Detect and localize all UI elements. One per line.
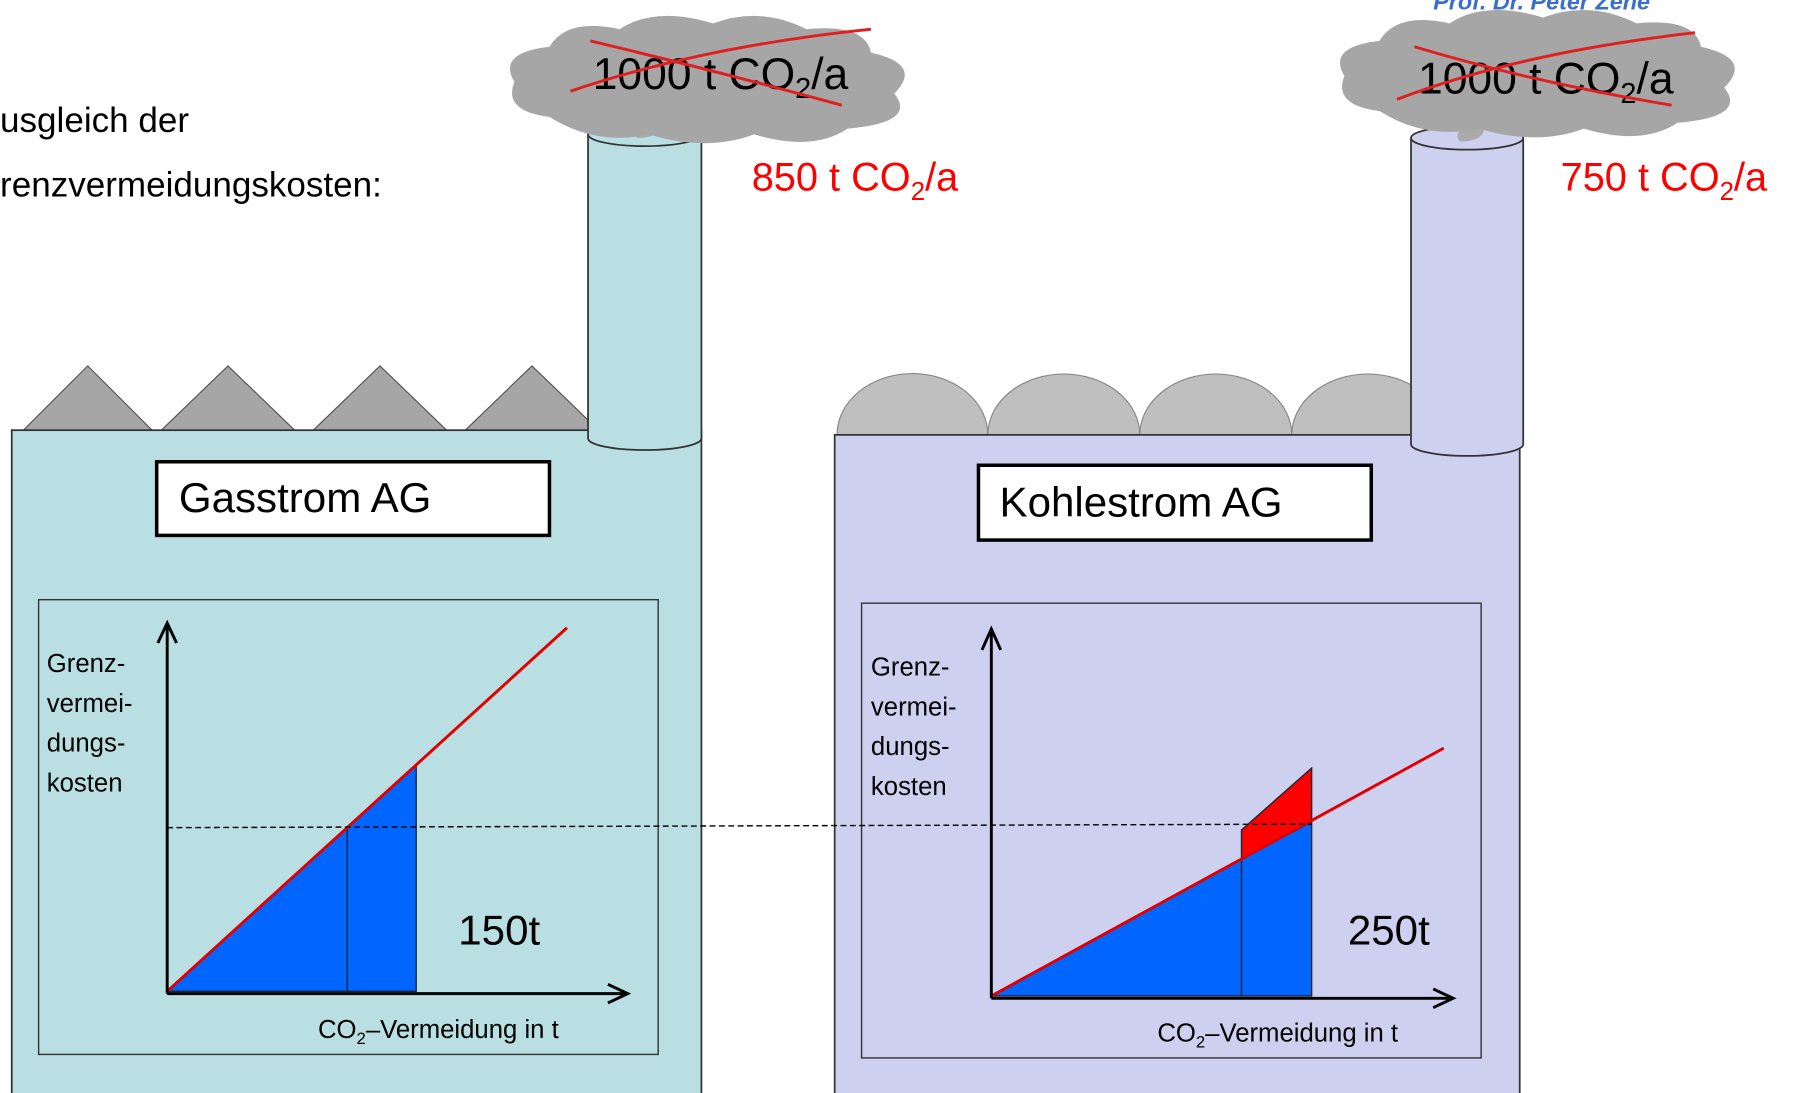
y-label-line: dungs- [47, 730, 126, 758]
new-emission: 850 t CO2/a [752, 156, 959, 206]
cost-curve [166, 626, 568, 993]
roof-dome [836, 373, 989, 436]
chart-frame [860, 602, 1482, 1059]
roof-dome [1139, 373, 1293, 436]
subscript: 2 [1620, 78, 1636, 110]
intro-line: renzvermeidungskosten: [0, 165, 382, 204]
text-part: /a [1734, 156, 1768, 200]
y-label: Grenz- vermei- dungs- kosten [871, 654, 957, 801]
name-box [154, 459, 552, 538]
text-part: 850 t CO [752, 156, 911, 200]
chimney [1410, 137, 1525, 457]
roof-peak [311, 365, 449, 431]
y-label: Grenz- vermei- dungs- kosten [47, 650, 133, 797]
amount: 150t [458, 907, 540, 954]
axes [156, 619, 632, 1005]
y-label-line: vermei- [47, 690, 133, 718]
y-label-line: Grenz- [871, 654, 950, 682]
text-part: CO [318, 1016, 357, 1044]
new-emission: 750 t CO2/a [1561, 156, 1768, 206]
roof-peak [22, 365, 154, 431]
subscript: 2 [357, 1029, 366, 1048]
y-label-line: dungs- [871, 733, 950, 761]
x-label: CO2–Vermeidung in t [1157, 1020, 1398, 1052]
text-part: /a [925, 156, 959, 200]
coal-plant: 1000 t CO2/a 750 t CO2/a Kohlestrom AG G… [833, 10, 1768, 1093]
text-part: CO [1157, 1020, 1196, 1048]
plant-name: Gasstrom AG [179, 474, 432, 521]
roof-peak [159, 365, 297, 431]
intro-line: usgleich der [0, 101, 189, 140]
gas-plant: 1000 t CO2/a 850 t CO2/a Gasstrom AG Gre… [10, 15, 959, 1093]
text-part: 750 t CO [1561, 156, 1720, 200]
text-part: –Vermeidung in t [1205, 1020, 1398, 1048]
name-box [976, 463, 1374, 542]
author: Prof. Dr. Peter Zene [1433, 0, 1650, 14]
equal-cost-line [167, 823, 1312, 829]
y-label-line: kosten [871, 773, 947, 801]
subscript: 2 [1720, 178, 1734, 206]
subscript: 2 [795, 73, 811, 105]
text-part: /a [1636, 55, 1673, 104]
roof [22, 365, 601, 431]
chart-frame [37, 598, 659, 1056]
roof-dome [987, 373, 1141, 436]
plant-name: Kohlestrom AG [1000, 479, 1283, 526]
subscript: 2 [911, 178, 925, 206]
strike [570, 27, 872, 107]
y-label-line: kosten [47, 769, 123, 797]
roof [836, 373, 1445, 436]
axes [980, 625, 1457, 1009]
x-label: CO2–Vermeidung in t [318, 1016, 559, 1048]
cloud [510, 15, 905, 144]
roof-peak [463, 365, 601, 431]
cost-curve [990, 746, 1445, 998]
amount: 250t [1348, 907, 1430, 954]
chimney [587, 134, 703, 451]
y-label-line: Grenz- [47, 650, 126, 678]
text-part: /a [811, 50, 848, 99]
subscript: 2 [1196, 1032, 1205, 1051]
y-label-line: vermei- [871, 693, 957, 721]
text-part: –Vermeidung in t [366, 1016, 559, 1044]
strike [1396, 31, 1696, 107]
